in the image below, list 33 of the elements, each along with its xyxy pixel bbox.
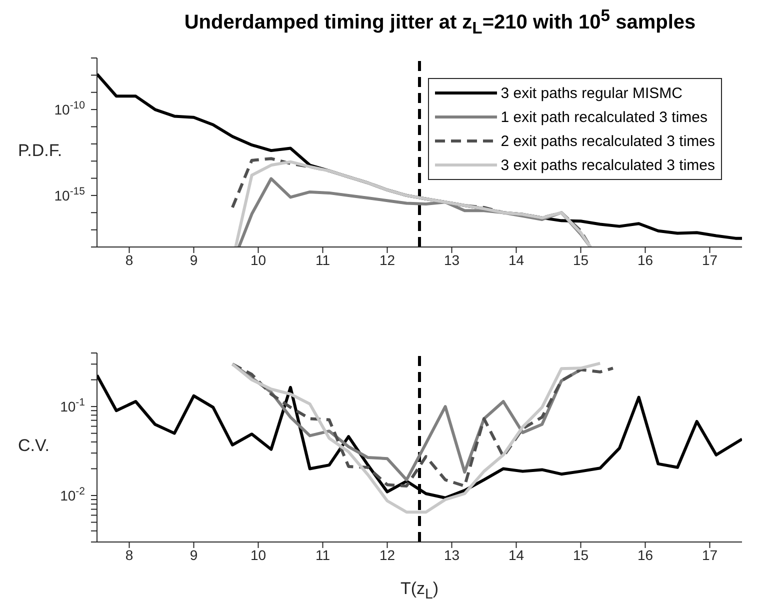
x-tick-label: 14 bbox=[508, 252, 524, 268]
x-tick-label: 13 bbox=[444, 252, 460, 268]
x-tick-label: 16 bbox=[637, 546, 654, 563]
legend-label: 1 exit path recalculated 3 times bbox=[500, 108, 708, 126]
x-tick-label: 9 bbox=[190, 252, 198, 268]
x-tick-label: 10 bbox=[250, 252, 266, 268]
x-tick-label: 16 bbox=[637, 252, 654, 268]
x-tick-label: 11 bbox=[315, 546, 330, 563]
x-tick-label: 8 bbox=[125, 252, 134, 268]
x-tick-label: 10 bbox=[250, 546, 266, 563]
x-tick-label: 11 bbox=[315, 252, 330, 268]
y-tick-label: 10$^{-15}$ bbox=[54, 185, 86, 204]
y-tick-label: 10$^{-1}$ bbox=[60, 396, 86, 415]
y-axis-title: P.D.F. bbox=[18, 140, 62, 160]
y-tick-label: 10$^{-2}$ bbox=[60, 485, 86, 504]
line-series bbox=[230, 362, 602, 514]
x-tick-label: 17 bbox=[702, 546, 718, 563]
x-tick-label: 17 bbox=[702, 252, 718, 268]
x-tick-label: 8 bbox=[125, 546, 134, 563]
x-tick-label: 13 bbox=[444, 546, 460, 563]
x-tick-label: 9 bbox=[190, 546, 198, 563]
legend-label: 3 exit paths recalculated 3 times bbox=[500, 156, 715, 174]
x-tick-label: 15 bbox=[572, 252, 589, 268]
y-tick-label: 10$^{-10}$ bbox=[54, 100, 86, 118]
chart-title: Underdamped timing jitter at z$_{L}$=210 with 10$^{5}$ samples bbox=[183, 6, 697, 39]
x-tick-label: 15 bbox=[572, 546, 589, 563]
legend-label: 3 exit paths regular MISMC bbox=[500, 84, 682, 102]
x-axis-title: T(z$_{L}$) bbox=[399, 579, 440, 602]
x-tick-label: 12 bbox=[379, 252, 396, 268]
x-tick-label: 12 bbox=[379, 546, 396, 563]
legend-label: 2 exit paths recalculated 3 times bbox=[500, 132, 715, 150]
y-axis-title: C.V. bbox=[18, 436, 50, 456]
x-tick-label: 14 bbox=[508, 546, 524, 563]
